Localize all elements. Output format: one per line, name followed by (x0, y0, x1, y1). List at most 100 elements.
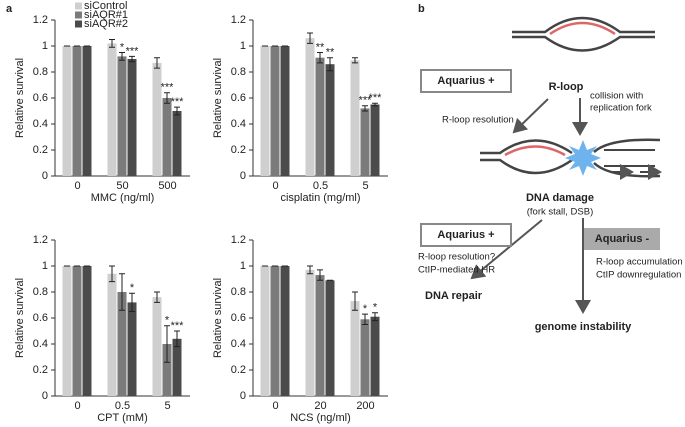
error-bar (317, 52, 323, 64)
bar (82, 266, 92, 396)
dna-strand (480, 139, 573, 155)
box (420, 69, 512, 93)
bar (305, 269, 315, 396)
y-tick-label: 0.8 (231, 66, 246, 78)
significance: * (165, 315, 170, 327)
error-bar (372, 102, 378, 107)
bar (162, 344, 172, 396)
damage-star (565, 140, 601, 176)
bar (370, 316, 380, 396)
error-bar (307, 32, 313, 44)
significance: *** (171, 96, 185, 108)
bar (270, 46, 280, 176)
y-tick-label: 0.2 (231, 144, 246, 156)
x-tick-label: 0 (74, 180, 80, 192)
error-bar (362, 313, 368, 325)
bar (62, 266, 72, 396)
bar (350, 60, 360, 176)
note: collision with (590, 91, 643, 102)
charts: 0 0.2 0.4 0.6 0.8 1 1.2 Relative survival MMC (n… (14, 0, 388, 424)
note: CtIP downregulation (596, 270, 681, 281)
error-bar (109, 39, 115, 48)
y-tick-label: 0 (240, 170, 246, 182)
x-tick-label: 0 (272, 180, 278, 192)
error-bar (352, 291, 358, 311)
x-tick-label: 5 (164, 400, 170, 412)
repair-label: DNA repair (425, 290, 483, 302)
bar (260, 266, 270, 396)
bar (315, 57, 325, 177)
bar (260, 46, 270, 176)
y-tick-label: 0.8 (33, 286, 48, 298)
error-bar (362, 105, 368, 112)
y-tick-label: 0.4 (231, 338, 246, 350)
y-tick-label: 0.4 (231, 118, 246, 130)
box (420, 223, 512, 247)
x-axis-label: cisplatin (mg/ml) (280, 192, 360, 204)
significance: *** (126, 45, 140, 57)
note: R-loop resolution? (418, 252, 495, 263)
y-tick-label: 1.2 (33, 14, 48, 26)
bar (152, 62, 162, 176)
y-tick-label: 0 (42, 390, 48, 402)
x-tick-label: 0.5 (115, 400, 130, 412)
legend-swatch (75, 2, 82, 10)
error-bar (129, 292, 135, 312)
error-bar (174, 106, 180, 116)
y-tick-label: 1 (42, 40, 48, 52)
error-bar (327, 57, 333, 72)
damage-label: DNA damage (526, 192, 594, 204)
note: (fork stall, DSB) (527, 207, 594, 218)
x-tick-label: 0 (74, 400, 80, 412)
y-tick-label: 0.6 (231, 312, 246, 324)
legend-label: siAQR#2 (84, 18, 128, 30)
bar (162, 98, 172, 176)
significance: ** (316, 41, 325, 53)
bar (360, 108, 370, 176)
box-label: Aquarius - (595, 233, 650, 245)
y-axis-label: Relative survival (14, 278, 26, 358)
significance: *** (369, 92, 383, 104)
arrow (470, 219, 543, 280)
bar (117, 292, 127, 396)
bar (350, 301, 360, 396)
bar (270, 266, 280, 396)
error-bar (307, 265, 313, 275)
y-tick-label: 0.6 (33, 92, 48, 104)
bar (325, 280, 335, 396)
diagram: R-loop Aquarius + R-loop resolution coll… (418, 16, 683, 333)
dna-strand (480, 158, 573, 175)
significance: * (373, 302, 378, 314)
legend-label: siControl (84, 0, 127, 12)
error-bar (174, 330, 180, 348)
error-bar (119, 52, 125, 61)
rloop-label: R-loop (549, 81, 584, 93)
panel-label: b (418, 3, 425, 15)
x-axis-label: MMC (ng/ml) (91, 192, 155, 204)
x-tick-label: 20 (314, 400, 326, 412)
dna-strand (512, 35, 655, 52)
y-axis-label: Relative survival (14, 58, 26, 138)
bar (82, 46, 92, 176)
x-tick-label: 0.5 (313, 180, 328, 192)
bar (370, 104, 380, 176)
error-bar (317, 269, 323, 281)
panel-label: a (6, 3, 13, 15)
bar (107, 273, 117, 396)
y-tick-label: 1.2 (231, 234, 246, 246)
x-tick-label: 500 (158, 180, 176, 192)
rna-strand (504, 145, 566, 157)
error-bar (154, 57, 160, 69)
bar (172, 111, 182, 176)
x-tick-label: 0 (272, 400, 278, 412)
error-bar (119, 273, 125, 311)
bar (360, 319, 370, 396)
instability-label: genome instability (535, 321, 632, 333)
bar (127, 302, 137, 396)
y-tick-label: 0.6 (33, 312, 48, 324)
bar (117, 56, 127, 176)
significance: ** (326, 47, 335, 59)
y-tick-label: 1 (42, 260, 48, 272)
bar (280, 266, 290, 396)
